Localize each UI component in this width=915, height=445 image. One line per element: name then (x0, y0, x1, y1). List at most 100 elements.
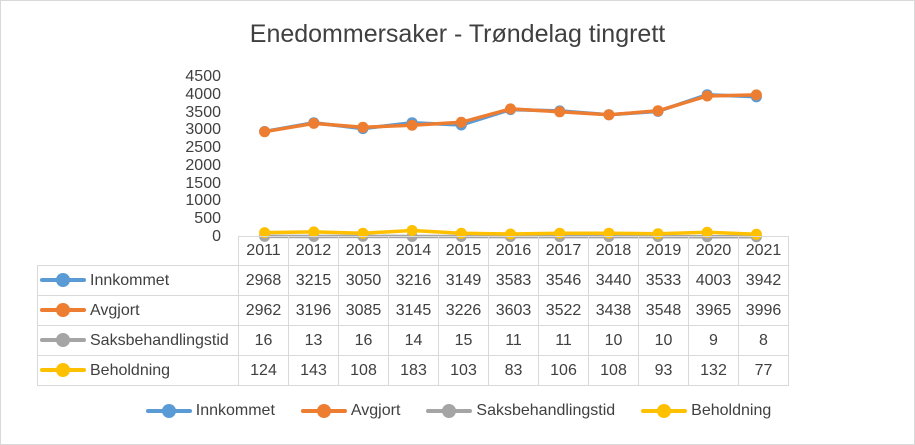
data-label: 14 (388, 325, 439, 356)
data-label: 10 (588, 325, 639, 356)
table-row: Innkommet 2968 3215 3050 3216 3149 3583 3546 344… (37, 265, 789, 296)
series-name: Innkommet (90, 271, 170, 289)
series-name: Saksbehandlingstid (90, 331, 229, 349)
legend-key-icon (641, 403, 688, 418)
data-label: 11 (538, 325, 589, 356)
table-row: Beholdning 124 143 108 183 103 83 106 108 93 132 77 (37, 355, 789, 386)
legend-item: Innkommet (144, 402, 275, 420)
data-label: 3965 (688, 295, 739, 326)
chart-title: Enedommersaker - Trøndelag tingrett (249, 20, 666, 48)
data-table: 2011 2012 2013 2014 2015 2016 2017 2018 2019 2020… (37, 236, 789, 386)
data-label: 3196 (288, 295, 339, 326)
table-row-label: Avgjort (37, 295, 239, 326)
y-tick-label: 3500 (185, 103, 221, 121)
data-label: 3546 (538, 265, 589, 296)
data-label: 83 (488, 355, 539, 386)
legend-item: Avgjort (299, 402, 401, 420)
data-label: 132 (688, 355, 739, 386)
table-header-row: 2011 2012 2013 2014 2015 2016 2017 2018 2019 2020… (37, 236, 789, 266)
legend-key-icon (40, 333, 86, 348)
data-label: 77 (738, 355, 789, 386)
table-row: Avgjort 2962 3196 3085 3145 3226 3603 3522 3438 3… (37, 295, 789, 326)
table-row-label: Saksbehandlingstid (37, 325, 239, 356)
data-label: 108 (588, 355, 639, 386)
y-tick-label: 4500 (185, 68, 221, 85)
table-row: Saksbehandlingstid 16 13 16 14 15 11 11 10 10 9 8 (37, 325, 789, 356)
data-point-avgjort (406, 119, 418, 131)
legend-item: Beholdning (639, 402, 771, 420)
data-point-beholdning (554, 227, 566, 239)
x-tick-label: 2019 (638, 236, 689, 266)
y-tick-label: 2000 (185, 156, 221, 174)
y-tick-label: 3000 (185, 121, 221, 139)
y-tick-label: 4000 (185, 85, 221, 103)
legend-key-icon (40, 303, 86, 318)
table-corner (37, 236, 239, 266)
data-point-avgjort (750, 89, 762, 101)
data-label: 3145 (388, 295, 439, 326)
data-label: 2962 (238, 295, 289, 326)
legend-key-icon (40, 273, 86, 288)
data-label: 108 (338, 355, 389, 386)
data-point-beholdning (259, 227, 271, 239)
x-tick-label: 2021 (738, 236, 789, 266)
data-label: 93 (638, 355, 689, 386)
legend-label: Innkommet (195, 402, 275, 419)
data-point-avgjort (603, 109, 615, 121)
data-label: 11 (488, 325, 539, 356)
data-label: 9 (688, 325, 739, 356)
data-label: 183 (388, 355, 439, 386)
data-point-avgjort (701, 90, 713, 102)
series-name: Beholdning (90, 361, 171, 379)
legend: Innkommet Avgjort Saksbehandlingstid Behold… (0, 402, 915, 420)
data-label: 3226 (438, 295, 489, 326)
data-label: 3149 (438, 265, 489, 296)
data-label: 3603 (488, 295, 539, 326)
data-label: 106 (538, 355, 589, 386)
data-point-avgjort (259, 126, 271, 138)
x-tick-label: 2017 (538, 236, 589, 266)
data-label: 124 (238, 355, 289, 386)
y-tick-label: 1500 (185, 174, 221, 192)
legend-key-icon (40, 363, 86, 378)
x-tick-label: 2016 (488, 236, 539, 266)
data-point-avgjort (505, 103, 516, 115)
x-tick-label: 2020 (688, 236, 739, 266)
x-tick-label: 2012 (288, 236, 339, 266)
data-point-avgjort (652, 105, 664, 117)
data-label: 3548 (638, 295, 689, 326)
y-tick-label: 500 (194, 210, 221, 228)
legend-key-icon (145, 403, 192, 418)
data-label: 4003 (688, 265, 739, 296)
data-label: 3522 (538, 295, 589, 326)
data-point-beholdning (603, 227, 615, 239)
legend-key-icon (300, 403, 347, 418)
data-point-avgjort (554, 106, 566, 118)
data-point-beholdning (357, 227, 369, 239)
x-tick-label: 2011 (238, 236, 289, 266)
data-label: 2968 (238, 265, 289, 296)
data-label: 16 (338, 325, 389, 356)
data-label: 3942 (738, 265, 789, 296)
data-label: 103 (438, 355, 489, 386)
legend-label: Avgjort (350, 402, 401, 419)
legend-item: Saksbehandlingstid (424, 402, 615, 420)
legend-label: Beholdning (691, 402, 772, 419)
table-row-label: Beholdning (37, 355, 239, 386)
x-tick-label: 2013 (338, 236, 389, 266)
data-label: 3996 (738, 295, 789, 326)
y-tick-label: 2500 (185, 139, 221, 157)
data-label: 15 (438, 325, 489, 356)
data-label: 3440 (588, 265, 639, 296)
series-name: Avgjort (90, 301, 140, 319)
x-tick-label: 2014 (388, 236, 439, 266)
data-point-beholdning (406, 225, 418, 236)
data-label: 143 (288, 355, 339, 386)
data-point-avgjort (357, 121, 369, 133)
data-label: 3533 (638, 265, 689, 296)
x-tick-label: 2015 (438, 236, 489, 266)
data-label: 3215 (288, 265, 339, 296)
data-label: 3050 (338, 265, 389, 296)
legend-key-icon (426, 403, 473, 418)
data-point-avgjort (308, 117, 320, 129)
